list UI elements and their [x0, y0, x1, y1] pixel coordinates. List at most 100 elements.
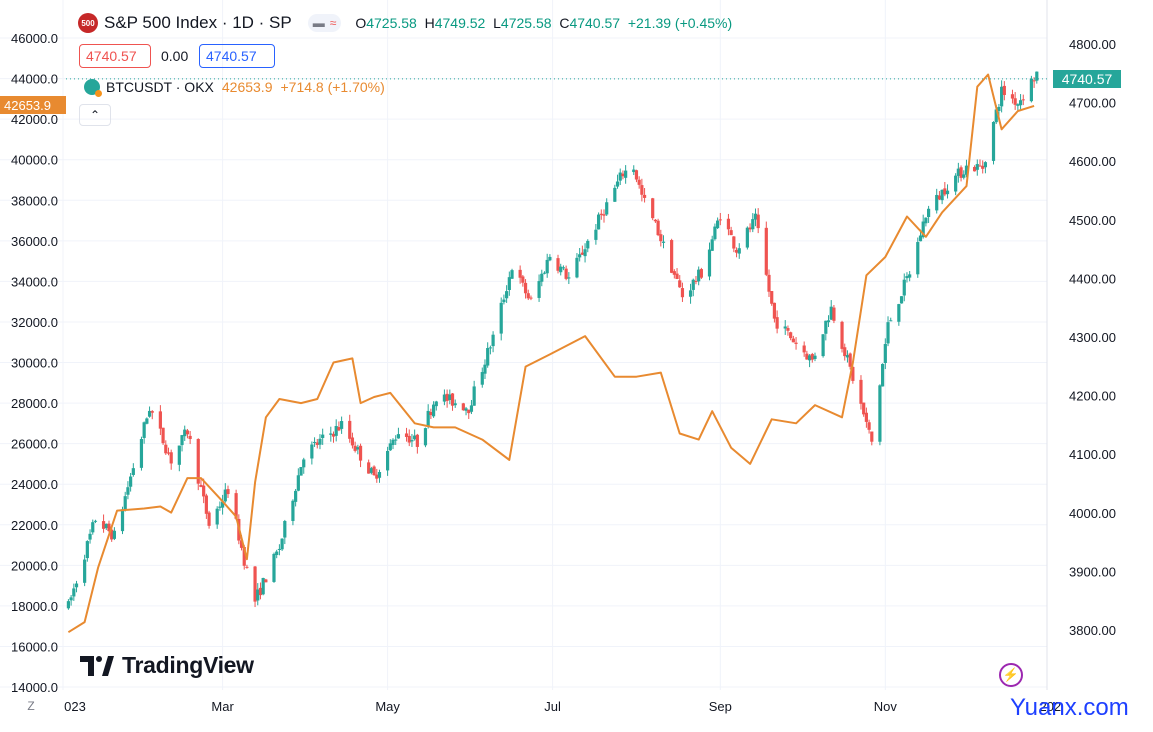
candle-body: [867, 422, 871, 430]
x-axis-tick-label: Jul: [544, 699, 561, 714]
candle: [862, 402, 866, 417]
btc-name[interactable]: BTCUSDT · OKX: [106, 79, 214, 95]
candle: [220, 494, 225, 515]
buy-price-box[interactable]: 4740.57: [199, 44, 275, 68]
candle-body: [526, 293, 530, 299]
candle: [789, 331, 793, 341]
x-axis-tick-label: Sep: [709, 699, 732, 714]
candle-body: [239, 540, 244, 548]
candle-body: [164, 444, 168, 454]
candle: [131, 463, 135, 477]
candle-body: [480, 372, 484, 385]
candle-body: [824, 320, 828, 334]
candle-body: [983, 162, 988, 168]
candle-body: [991, 121, 996, 161]
candle: [924, 217, 928, 227]
candle-body: [661, 241, 666, 243]
watermark: Yuanx.com: [1010, 694, 1129, 721]
candle-body: [840, 321, 844, 349]
candle-body: [1010, 94, 1015, 99]
candle: [978, 159, 982, 167]
candle-body: [464, 408, 468, 411]
candle: [770, 290, 774, 306]
candle: [605, 198, 609, 217]
collapse-legend-button[interactable]: ⌃: [79, 104, 111, 126]
zoom-reset-button[interactable]: Z: [27, 699, 35, 713]
lightning-icon[interactable]: ⚡: [999, 663, 1023, 687]
candle-body: [772, 302, 777, 319]
candle: [258, 582, 263, 600]
candle-body: [575, 257, 579, 278]
candle-body: [864, 412, 868, 422]
candle: [672, 269, 676, 279]
candle-body: [450, 393, 455, 406]
candle: [294, 488, 298, 507]
right-axis-tick-label: 3800.00: [1069, 623, 1116, 638]
candle: [927, 205, 931, 223]
candle: [377, 469, 382, 483]
candle-body: [315, 442, 319, 445]
candle-body: [394, 439, 398, 441]
candle-body: [507, 277, 511, 291]
candle: [751, 213, 755, 233]
candle: [937, 191, 942, 201]
candle: [202, 478, 206, 504]
candle-body: [918, 235, 923, 242]
candle: [542, 271, 547, 275]
candle: [899, 296, 904, 304]
candle: [975, 159, 979, 176]
candle: [805, 350, 809, 360]
candle-body: [264, 579, 268, 583]
right-axis-tick-label: 4600.00: [1069, 154, 1116, 169]
candle: [88, 529, 92, 544]
candle-body: [353, 445, 357, 451]
candle: [372, 465, 376, 476]
candle: [675, 268, 679, 280]
candle-body: [994, 109, 998, 123]
candle-body: [748, 227, 752, 230]
candle-body: [386, 450, 390, 471]
candle-body: [253, 566, 257, 602]
candle-body: [337, 427, 341, 431]
candle: [112, 527, 116, 541]
candle-body: [529, 297, 533, 299]
candle-body: [843, 347, 847, 357]
candle-body: [415, 434, 419, 447]
candle-body: [916, 242, 920, 275]
candle-body: [429, 411, 433, 416]
candle-body: [296, 475, 300, 491]
candle: [1018, 94, 1023, 111]
candle-body: [256, 589, 260, 601]
candle-body: [472, 386, 476, 406]
candle: [726, 213, 731, 236]
candle-body: [431, 404, 436, 417]
candle: [423, 427, 428, 448]
candle-body: [599, 213, 603, 215]
candle-body: [975, 164, 979, 170]
candle: [716, 217, 720, 230]
candle: [431, 401, 436, 418]
sell-price-box[interactable]: 4740.57: [79, 44, 151, 68]
candle-body: [299, 467, 303, 476]
candle-body: [653, 219, 657, 222]
candle-body: [718, 219, 722, 221]
candle-body: [1035, 71, 1039, 81]
candle-body: [586, 240, 590, 249]
series-style-pill[interactable]: ▬ ≈: [307, 14, 342, 32]
candle: [120, 506, 125, 535]
candle-body: [280, 538, 284, 550]
candle: [699, 267, 703, 279]
candle: [69, 595, 73, 606]
candle-body: [407, 435, 411, 443]
candle: [962, 170, 966, 180]
candle: [410, 434, 414, 447]
candle-body: [521, 276, 525, 283]
right-axis-tick-label: 4800.00: [1069, 37, 1116, 52]
candle: [415, 433, 419, 454]
btc-last-price-tag: 42653.9: [0, 96, 66, 114]
candle-body: [340, 421, 344, 429]
candle-body: [596, 214, 601, 230]
tradingview-logo[interactable]: TradingView: [80, 652, 254, 679]
symbol-title[interactable]: S&P 500 Index · 1D · SP: [104, 13, 292, 32]
